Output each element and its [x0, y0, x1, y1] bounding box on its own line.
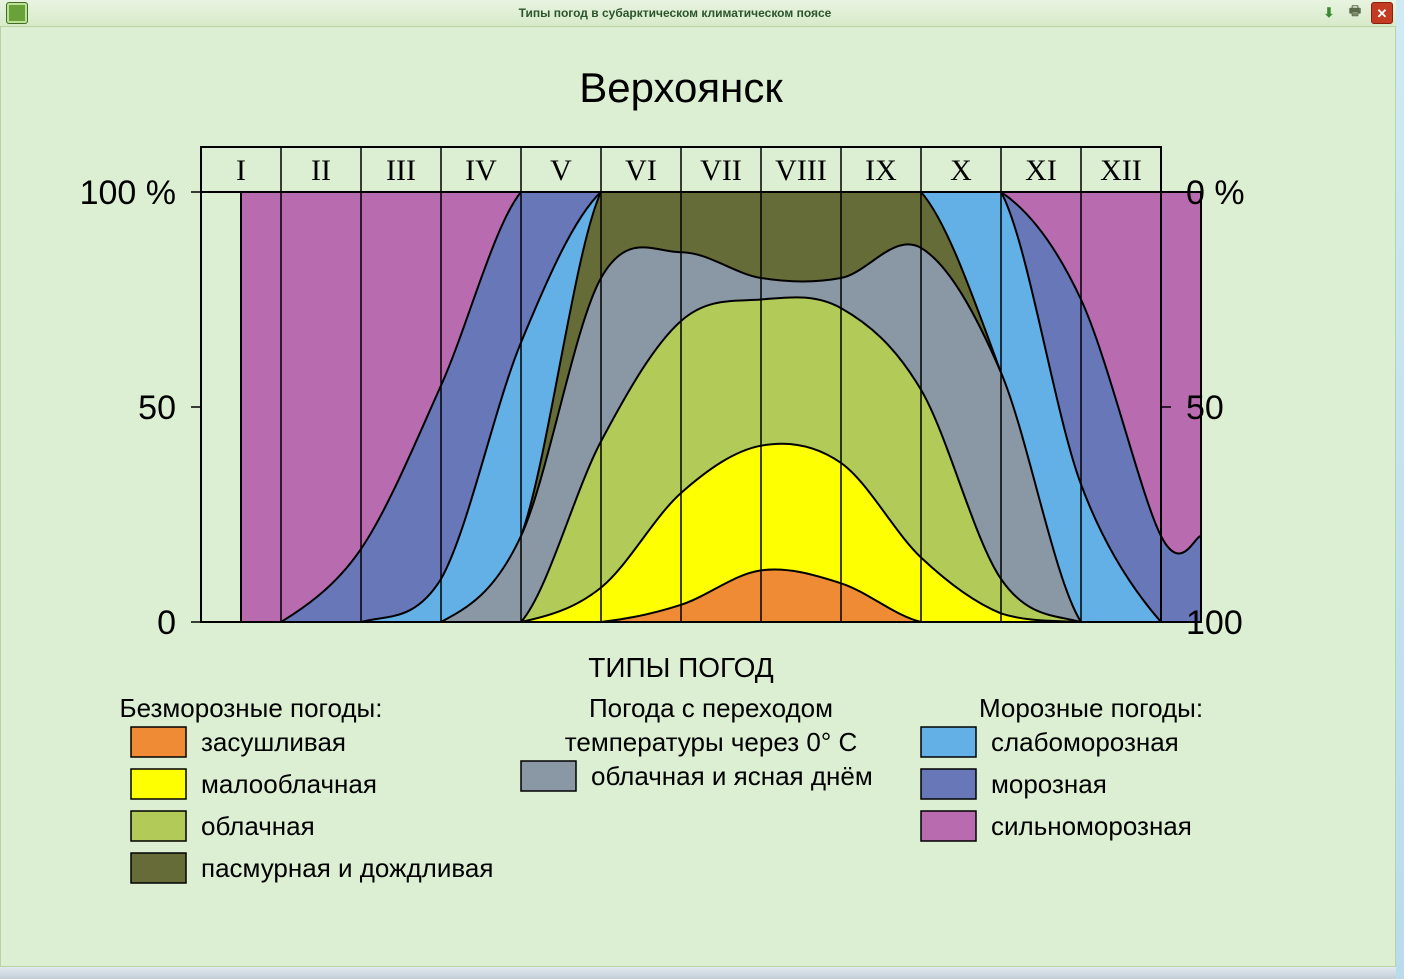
legend-column-header: Погода с переходом [589, 693, 833, 723]
left-axis-bot: 0 [157, 604, 176, 642]
window-title: Типы погод в субарктическом климатическо… [34, 6, 1316, 20]
month-label: VIII [775, 154, 827, 187]
legend-column-subheader: температуры через 0° C [565, 727, 857, 757]
legend-label-overcast_rainy: пасмурная и дождливая [201, 853, 493, 883]
month-label: II [311, 154, 331, 187]
titlebar: Типы погод в субарктическом климатическо… [0, 0, 1396, 27]
weather-type-chart: ВерхоянскIIIIIIIVVVIVIIVIIIIXXXIXII100 %… [1, 27, 1395, 967]
download-icon[interactable]: ⬇ [1319, 3, 1339, 23]
app-icon [6, 2, 28, 24]
month-label: VII [700, 154, 742, 187]
print-icon[interactable]: 🖶 [1345, 3, 1365, 23]
right-axis-top: 0 % [1186, 174, 1245, 212]
legend-swatch-cloudy [131, 811, 186, 841]
month-label: I [236, 154, 246, 187]
close-icon[interactable]: ✕ [1371, 2, 1393, 24]
legend-swatch-overcast_rainy [131, 853, 186, 883]
month-label: X [950, 154, 972, 187]
legend-label-severe_frost: сильноморозная [991, 811, 1192, 841]
legend-label-cloudy: облачная [201, 811, 315, 841]
legend-column-header: Безморозные погоды: [120, 693, 383, 723]
legend-swatch-transition [521, 761, 576, 791]
legend-swatch-frost [921, 769, 976, 799]
chart-title: Верхоянск [579, 64, 783, 111]
legend-title: ТИПЫ ПОГОД [588, 652, 774, 683]
right-edge-strip [1396, 0, 1404, 979]
legend-swatch-light_frost [921, 727, 976, 757]
left-axis-top: 100 % [80, 174, 176, 212]
month-label: IX [865, 154, 897, 187]
right-axis-bot: 100 [1186, 604, 1243, 642]
bottom-edge-strip [0, 967, 1396, 979]
right-axis-mid: 50 [1186, 389, 1224, 427]
legend-label-frost: морозная [991, 769, 1107, 799]
month-label: XII [1100, 154, 1142, 187]
legend-column-header: Морозные погоды: [979, 693, 1203, 723]
left-axis-mid: 50 [138, 389, 176, 427]
month-label: III [386, 154, 416, 187]
month-label: IV [465, 154, 497, 187]
legend-label-light_frost: слабоморозная [991, 727, 1179, 757]
month-label: VI [625, 154, 657, 187]
app-window: Типы погод в субарктическом климатическо… [0, 0, 1404, 979]
legend-swatch-severe_frost [921, 811, 976, 841]
month-label: V [550, 154, 572, 187]
legend-label-transition: облачная и ясная днём [591, 761, 873, 791]
month-label: XI [1025, 154, 1057, 187]
legend-label-arid: засушливая [201, 727, 346, 757]
legend-label-low_cloud: малооблачная [201, 769, 377, 799]
legend-swatch-low_cloud [131, 769, 186, 799]
content-area: ВерхоянскIIIIIIIVVVIVIIVIIIIXXXIXII100 %… [0, 26, 1396, 967]
legend-swatch-arid [131, 727, 186, 757]
